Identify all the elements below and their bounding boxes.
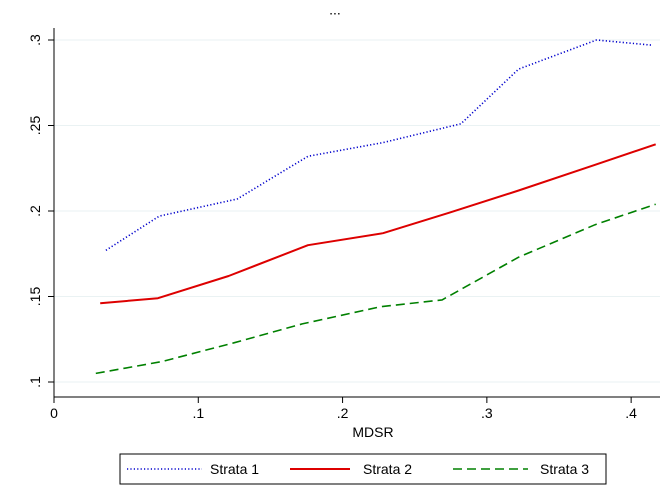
legend-label-strata-1: Strata 1 [210, 461, 259, 477]
legend-label-strata-2: Strata 2 [363, 461, 412, 477]
x-tick-label: .4 [625, 405, 637, 421]
x-tick-label: .3 [481, 405, 493, 421]
y-tick-label: .25 [27, 116, 43, 136]
y-tick-label: .15 [27, 287, 43, 307]
y-axis-ticks: .1 .15 .2 .25 .3 [27, 34, 54, 388]
y-tick-label: .1 [27, 376, 43, 388]
x-tick-label: 0 [50, 405, 58, 421]
series-line-strata-3 [95, 203, 656, 375]
legend: Strata 1 Strata 2 Strata 3 [119, 453, 607, 485]
clipped-title-fragment: ... [329, 1, 341, 17]
series-line-strata-2 [100, 143, 657, 305]
x-tick-label: .1 [192, 405, 204, 421]
legend-label-strata-3: Strata 3 [540, 461, 589, 477]
x-axis-ticks: 0 .1 .2 .3 .4 [50, 397, 637, 421]
y-tick-label: .2 [27, 205, 43, 217]
gridlines [54, 39, 660, 383]
x-axis-title: MDSR [352, 424, 393, 440]
series-lines [95, 39, 657, 375]
series-line-strata-1 [105, 39, 652, 251]
x-tick-label: .2 [337, 405, 349, 421]
axes [53, 28, 660, 398]
y-tick-label: .3 [27, 34, 43, 46]
